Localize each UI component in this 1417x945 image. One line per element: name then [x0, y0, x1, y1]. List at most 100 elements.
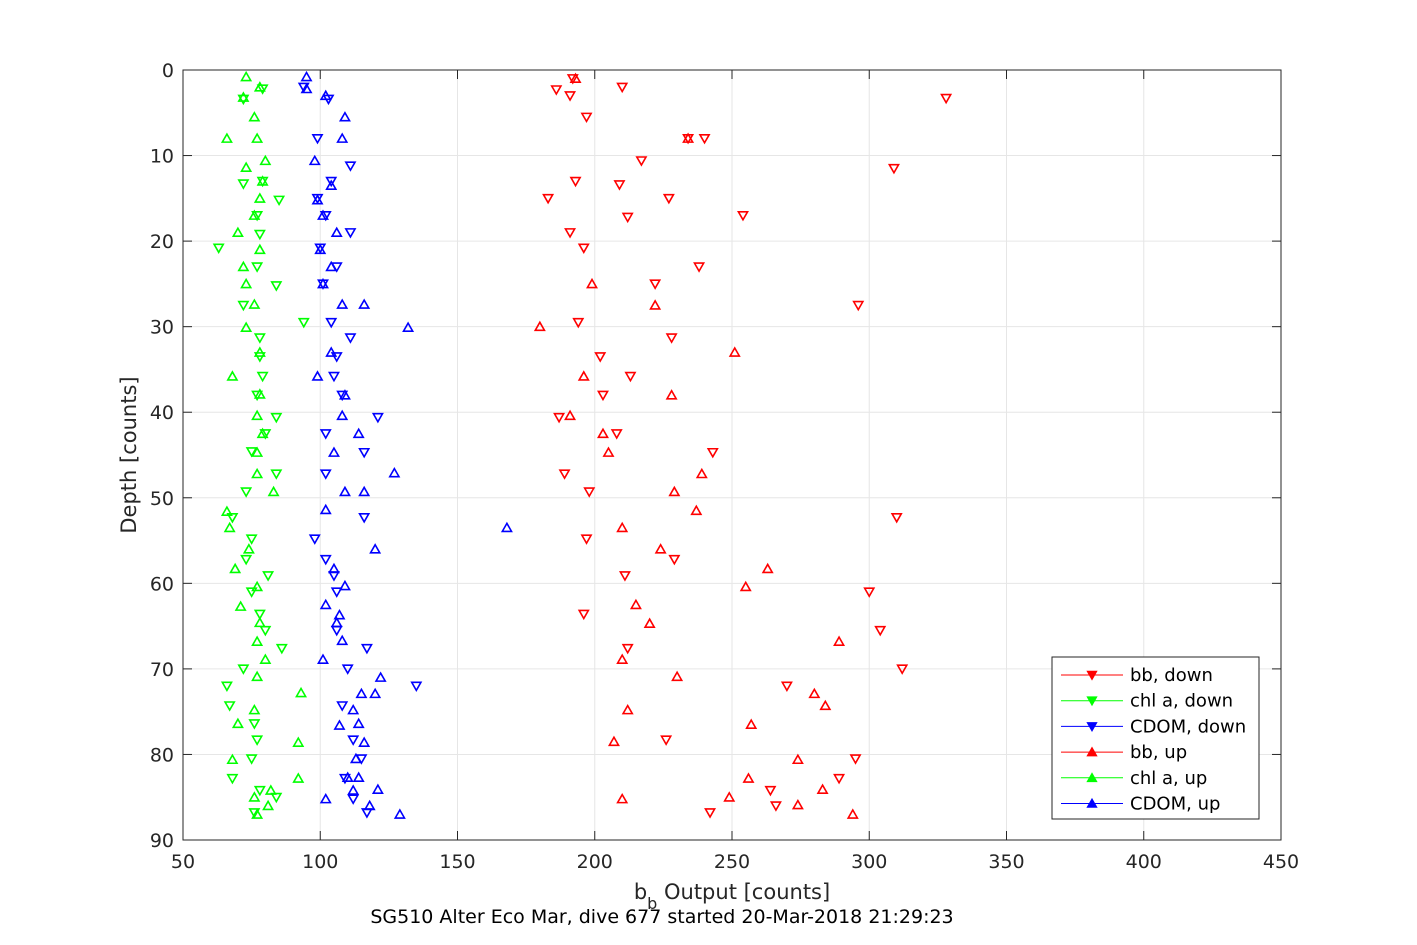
- point-chl-a-up: [259, 653, 272, 664]
- point-cdom-up: [300, 70, 313, 82]
- point-bb-up: [668, 485, 681, 497]
- point-chl-a-down: [245, 587, 258, 598]
- point-chl-a-up: [253, 192, 266, 203]
- point-chl-a-up: [223, 521, 236, 533]
- point-chl-a-up: [240, 161, 253, 173]
- point-chl-a-down: [253, 229, 266, 241]
- point-chl-a-down: [275, 643, 288, 655]
- point-cdom-up: [338, 579, 351, 591]
- point-cdom-down: [358, 447, 371, 459]
- y-tick-label: 20: [150, 231, 174, 253]
- x-tick-label: 250: [714, 851, 750, 873]
- point-cdom-down: [325, 317, 338, 329]
- point-bb-down: [616, 82, 629, 94]
- point-chl-a-up: [292, 772, 305, 783]
- point-chl-a-down: [270, 469, 283, 480]
- point-bb-up: [643, 617, 656, 629]
- x-tick-label: 400: [1126, 851, 1162, 873]
- y-tick-label: 0: [162, 60, 174, 82]
- point-bb-up: [745, 718, 758, 729]
- point-chl-a-down: [226, 512, 239, 524]
- legend-label: bb, down: [1130, 665, 1213, 686]
- y-tick-label: 80: [150, 744, 174, 766]
- point-chl-a-up: [231, 226, 244, 238]
- point-bb-down: [618, 571, 631, 582]
- point-bb-down: [698, 133, 711, 145]
- point-cdom-up: [352, 717, 365, 729]
- point-bb-up: [761, 562, 774, 574]
- point-bb-down: [597, 390, 609, 402]
- point-chl-a-down: [253, 333, 266, 344]
- point-chl-a-up: [251, 132, 264, 143]
- point-bb-up: [791, 798, 804, 810]
- point-bb-up: [564, 409, 577, 421]
- point-bb-down: [553, 412, 566, 424]
- y-tick-label: 10: [150, 146, 174, 168]
- point-bb-down: [580, 112, 593, 124]
- point-bb-up: [649, 299, 662, 310]
- point-bb-up: [621, 703, 634, 715]
- legend-marker: [1086, 696, 1098, 707]
- point-bb-up: [607, 735, 620, 747]
- point-cdom-down: [308, 534, 321, 545]
- legend-marker: [1086, 746, 1098, 757]
- point-bb-up: [629, 598, 642, 610]
- point-chl-a-down: [251, 262, 264, 273]
- point-cdom-up: [402, 321, 415, 333]
- point-cdom-down: [358, 512, 371, 524]
- point-chl-a-down: [245, 754, 258, 765]
- point-cdom-down: [311, 133, 324, 145]
- point-cdom-up: [311, 370, 324, 381]
- point-cdom-up: [358, 736, 371, 747]
- point-chl-a-down: [253, 785, 266, 797]
- point-chl-a-down: [256, 84, 269, 95]
- point-bb-up: [569, 72, 582, 84]
- legend-marker: [1086, 722, 1098, 732]
- point-chl-a-up: [253, 616, 266, 628]
- legend-box: [1051, 656, 1260, 820]
- point-chl-a-down: [273, 195, 286, 207]
- x-tick-label: 150: [439, 851, 475, 873]
- point-chl-a-up: [253, 81, 266, 92]
- point-cdom-up: [358, 298, 371, 309]
- legend: bb, down chl a, down CDOM, down bb, up chl a…: [1051, 656, 1260, 820]
- point-chl-a-up: [256, 175, 269, 186]
- point-chl-a-down: [248, 719, 261, 730]
- point-chl-a-up: [240, 70, 253, 82]
- point-chl-a-down: [240, 554, 253, 566]
- point-cdom-up: [336, 132, 349, 143]
- x-axis-label: bb Output [counts]: [634, 880, 830, 913]
- point-bb-down: [580, 534, 593, 545]
- point-cdom-down: [341, 664, 354, 675]
- point-cdom-up: [371, 783, 384, 795]
- legend-label: chl a, up: [1130, 768, 1207, 789]
- point-bb-up: [586, 277, 598, 289]
- point-cdom-up: [358, 485, 371, 497]
- point-bb-up: [819, 699, 832, 711]
- point-bb-down: [542, 193, 555, 205]
- point-bb-down: [693, 262, 706, 273]
- point-chl-a-up: [248, 703, 261, 715]
- point-bb-down: [852, 300, 865, 312]
- point-chl-a-up: [237, 260, 250, 272]
- point-bb-down: [550, 85, 563, 96]
- point-bb-down: [558, 469, 571, 480]
- point-cdom-up: [319, 503, 332, 515]
- point-chl-a-down: [270, 792, 283, 804]
- point-cdom-up: [341, 771, 354, 783]
- point-chl-a-down: [270, 412, 283, 424]
- point-bb-down: [849, 754, 862, 765]
- point-cdom-down: [319, 469, 332, 480]
- x-tick-label: 50: [171, 851, 195, 873]
- point-bb-down: [665, 333, 678, 344]
- y-axis-label: Depth [counts]: [117, 376, 141, 533]
- point-chl-a-up: [295, 686, 308, 698]
- point-bb-down: [706, 447, 719, 459]
- legend-marker: [1086, 772, 1098, 783]
- point-chl-a-up: [237, 91, 250, 102]
- point-chl-a-down: [245, 447, 258, 458]
- x-tick-label: 350: [988, 851, 1024, 873]
- point-cdom-down: [319, 554, 332, 566]
- point-chl-a-up: [251, 670, 264, 682]
